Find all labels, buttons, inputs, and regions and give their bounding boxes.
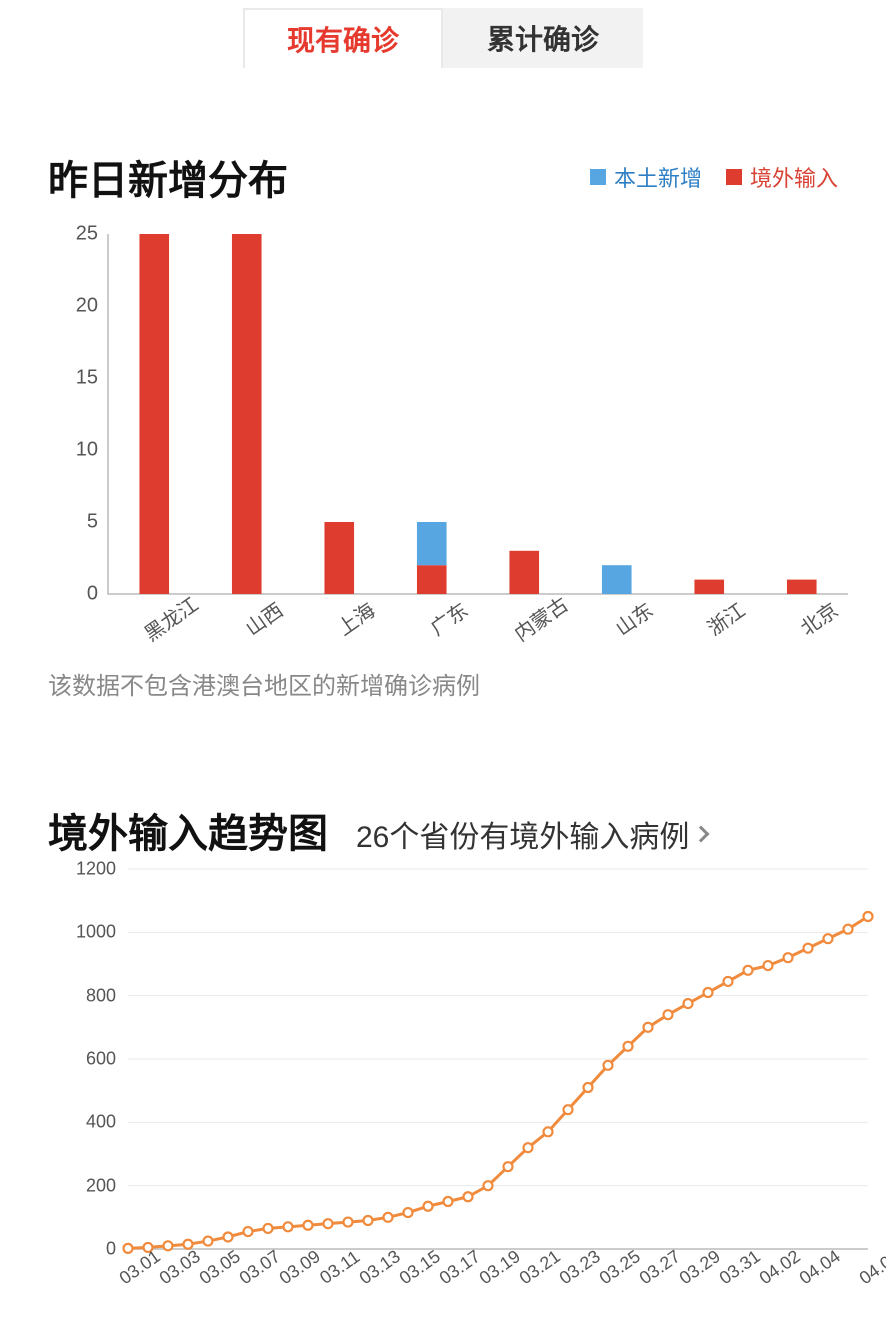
trend-point	[504, 1162, 513, 1171]
trend-point	[544, 1127, 553, 1136]
trend-point	[624, 1042, 633, 1051]
line-y-tick-label: 1200	[48, 859, 116, 880]
trend-point	[384, 1213, 393, 1222]
trend-point	[764, 961, 773, 970]
trend-point	[844, 925, 853, 934]
trend-point	[804, 944, 813, 953]
line-section: 境外输入趋势图 26个省份有境外输入病例 0 200 400 600 800 1000 12…	[0, 801, 886, 1309]
trend-point	[864, 912, 873, 921]
legend-imported-label: 境外输入	[750, 161, 838, 193]
bar-chart: 0510152025黑龙江山西上海广东内蒙古山东浙江北京	[48, 234, 848, 654]
bar-footnote: 该数据不包含港澳台地区的新增确诊病例	[48, 666, 838, 701]
trend-point	[404, 1208, 413, 1217]
trend-point	[224, 1232, 233, 1241]
trend-point	[784, 953, 793, 962]
trend-point	[524, 1143, 533, 1152]
bar-section-title: 昨日新增分布	[48, 148, 288, 206]
trend-point	[204, 1237, 213, 1246]
bar-y-tick-label: 5	[48, 511, 98, 534]
trend-point	[564, 1105, 573, 1114]
tab-total-confirmed[interactable]: 累计确诊	[443, 8, 643, 68]
bar-y-tick-label: 10	[48, 439, 98, 462]
line-y-tick-label: 0	[48, 1239, 116, 1260]
trend-point	[664, 1010, 673, 1019]
trend-point	[484, 1181, 493, 1190]
trend-point	[724, 977, 733, 986]
trend-point	[344, 1218, 353, 1227]
trend-point	[264, 1224, 273, 1233]
trend-point	[744, 966, 753, 975]
trend-point	[644, 1023, 653, 1032]
trend-point	[704, 988, 713, 997]
trend-point	[304, 1221, 313, 1230]
legend-local: 本土新增	[590, 161, 702, 193]
bar-imported	[139, 234, 169, 594]
tabs: 现有确诊 累计确诊	[0, 0, 886, 68]
trend-point	[584, 1083, 593, 1092]
trend-point	[324, 1219, 333, 1228]
bar-imported	[509, 551, 539, 594]
bar-section: 昨日新增分布 本土新增 境外输入 0510152025黑龙江山西上海广东内蒙古山…	[0, 148, 886, 701]
bar-local	[602, 565, 632, 594]
trend-point	[164, 1241, 173, 1250]
trend-point	[284, 1222, 293, 1231]
trend-point	[424, 1202, 433, 1211]
legend-local-label: 本土新增	[614, 161, 702, 193]
trend-point	[684, 999, 693, 1008]
bar-imported	[787, 580, 817, 594]
line-section-subtitle-link[interactable]: 26个省份有境外输入病例	[356, 812, 707, 856]
bar-imported	[232, 234, 262, 594]
trend-point	[244, 1227, 253, 1236]
line-y-tick-label: 600	[48, 1049, 116, 1070]
line-chart: 02004006008001000120003.0103.0303.0503.0…	[48, 869, 868, 1309]
legend-imported-swatch	[726, 169, 742, 185]
trend-point	[364, 1216, 373, 1225]
bar-imported	[324, 522, 354, 594]
bar-imported	[417, 565, 447, 594]
line-y-tick-label: 800	[48, 985, 116, 1006]
line-section-subtitle: 26个省份有境外输入病例	[356, 812, 689, 856]
bar-y-tick-label: 15	[48, 367, 98, 390]
line-y-tick-label: 400	[48, 1112, 116, 1133]
bar-y-tick-label: 0	[48, 583, 98, 606]
chevron-right-icon	[693, 826, 710, 843]
tab-current-confirmed[interactable]: 现有确诊	[243, 8, 443, 68]
line-section-title: 境外输入趋势图	[48, 801, 328, 859]
trend-line	[128, 917, 868, 1249]
bar-local	[417, 522, 447, 565]
line-y-tick-label: 1000	[48, 922, 116, 943]
bar-imported	[694, 580, 724, 594]
legend-local-swatch	[590, 169, 606, 185]
bar-y-tick-label: 20	[48, 295, 98, 318]
trend-point	[464, 1192, 473, 1201]
trend-point	[824, 934, 833, 943]
legend-imported: 境外输入	[726, 161, 838, 193]
trend-point	[604, 1061, 613, 1070]
line-y-tick-label: 200	[48, 1175, 116, 1196]
trend-point	[124, 1244, 133, 1253]
bar-y-tick-label: 25	[48, 223, 98, 246]
bar-legend: 本土新增 境外输入	[590, 161, 838, 193]
trend-point	[444, 1197, 453, 1206]
